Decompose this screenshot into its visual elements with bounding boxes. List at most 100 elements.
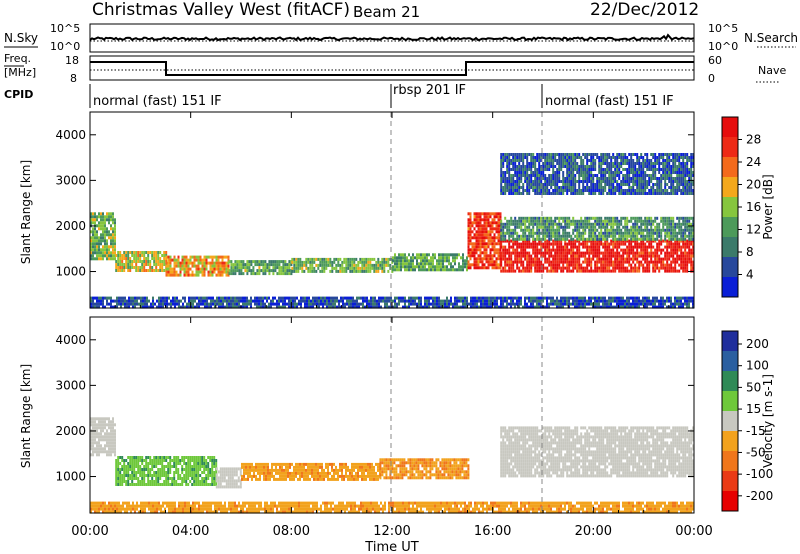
power-data-cell [552, 219, 555, 223]
power-data-cell [502, 225, 505, 229]
power-data-cell [622, 192, 625, 195]
power-data-cell [408, 296, 410, 300]
power-data-cell [98, 212, 100, 216]
power-data-cell [580, 254, 583, 258]
power-data-cell [546, 239, 549, 243]
power-data-cell [598, 180, 601, 183]
power-data-cell [572, 239, 575, 243]
power-data-cell [544, 237, 547, 241]
power-data-cell [500, 299, 502, 303]
power-data-cell [608, 168, 611, 171]
power-data-cell [670, 228, 673, 232]
power-data-cell [310, 302, 312, 306]
power-data-cell [618, 237, 621, 241]
power-data-cell [650, 228, 653, 232]
power-data-cell [470, 302, 472, 306]
power-data-cell [102, 302, 104, 306]
power-data-cell [674, 228, 677, 232]
power-data-cell [228, 260, 231, 264]
power-data-cell [348, 305, 350, 309]
power-data-cell [322, 299, 324, 303]
power-data-cell [418, 296, 420, 300]
power-data-cell [186, 302, 188, 306]
power-data-cell [398, 302, 400, 306]
power-data-cell [320, 302, 322, 306]
power-data-cell [284, 296, 286, 300]
power-data-cell [218, 302, 220, 306]
power-data-cell [646, 156, 649, 159]
power-data-cell [622, 242, 625, 246]
power-data-cell [514, 254, 517, 258]
power-data-cell [544, 174, 547, 177]
power-data-cell [304, 296, 306, 300]
power-data-cell [499, 212, 502, 216]
power-data-cell [489, 242, 492, 246]
power-data-cell [170, 305, 172, 309]
power-data-cell [100, 212, 102, 216]
power-data-cell [151, 254, 154, 257]
power-data-cell [572, 299, 574, 303]
power-data-cell [502, 269, 505, 273]
power-data-cell [94, 248, 96, 252]
power-data-cell [636, 254, 639, 258]
power-data-cell [500, 234, 503, 238]
power-data-cell [234, 272, 237, 276]
power-data-cell [424, 262, 426, 266]
power-data-cell [660, 174, 663, 177]
power-data-cell [678, 159, 681, 162]
power-data-cell [528, 237, 531, 241]
nsky-trace [89, 33, 695, 42]
power-data-cell [315, 263, 318, 267]
power-data-cell [568, 251, 571, 255]
power-data-cell [362, 305, 364, 309]
power-data-cell [177, 261, 180, 265]
power-data-cell [477, 239, 480, 243]
power-data-cell [155, 260, 158, 263]
power-data-cell [616, 266, 619, 270]
power-data-cell [512, 189, 515, 192]
power-data-cell [96, 302, 98, 306]
power-data-cell [325, 257, 328, 261]
power-data-cell [652, 245, 655, 249]
power-data-cell [592, 159, 595, 162]
power-data-cell [242, 305, 244, 309]
power-data-cell [690, 237, 693, 241]
power-data-cell [562, 296, 564, 300]
power-data-cell [388, 296, 390, 300]
power-data-cell [692, 159, 695, 162]
power-data-cell [678, 245, 681, 249]
power-data-cell [516, 231, 519, 235]
power-data-cell [195, 255, 198, 259]
power-data-cell [284, 302, 286, 306]
power-data-cell [690, 242, 693, 246]
power-data-cell [188, 296, 190, 300]
power-data-cell [127, 260, 130, 263]
power-data-cell [656, 216, 659, 220]
power-data-cell [674, 177, 677, 180]
power-data-cell [540, 171, 543, 174]
date-title: 22/Dec/2012 [590, 0, 699, 20]
power-data-cell [444, 299, 446, 303]
power-data-cell [500, 269, 503, 273]
power-data-cell [221, 273, 224, 277]
power-data-cell [456, 268, 458, 272]
power-data-cell [112, 230, 114, 234]
power-data-cell [284, 269, 287, 273]
power-data-cell [498, 296, 500, 300]
power-data-cell [98, 299, 100, 303]
power-data-cell [682, 237, 685, 241]
power-data-cell [582, 168, 585, 171]
power-data-cell [420, 299, 422, 303]
power-data-cell [420, 302, 422, 306]
power-data-cell [491, 263, 494, 267]
power-data-cell [276, 266, 279, 270]
power-data-cell [506, 269, 509, 273]
power-data-cell [480, 302, 482, 306]
power-data-cell [638, 183, 641, 186]
power-data-cell [678, 231, 681, 235]
power-data-cell [618, 260, 621, 264]
power-data-cell [560, 245, 563, 249]
power-data-cell [606, 305, 608, 309]
power-data-cell [462, 296, 464, 300]
power-data-cell [458, 296, 460, 300]
